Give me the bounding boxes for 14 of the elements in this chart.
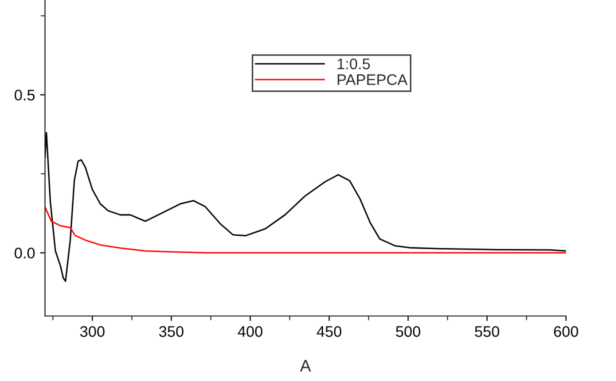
- legend-label: PAPEPCA: [338, 74, 408, 86]
- x-tick-label: 600: [554, 326, 578, 337]
- line-series: [45, 206, 566, 254]
- y-tick-label: 0.5: [14, 90, 35, 100]
- y-tick-label: 0.0: [14, 248, 35, 258]
- x-tick-label: 450: [316, 326, 342, 337]
- x-tick-label: 400: [238, 326, 262, 337]
- x-tick-label: 500: [396, 326, 420, 337]
- legend-label: 1:0.5: [338, 58, 370, 70]
- x-axis-title: A: [300, 360, 312, 372]
- x-tick-label: 300: [80, 326, 105, 337]
- x-tick-label: 350: [159, 326, 184, 337]
- line-series: [45, 132, 566, 282]
- x-tick-label: 550: [474, 326, 500, 337]
